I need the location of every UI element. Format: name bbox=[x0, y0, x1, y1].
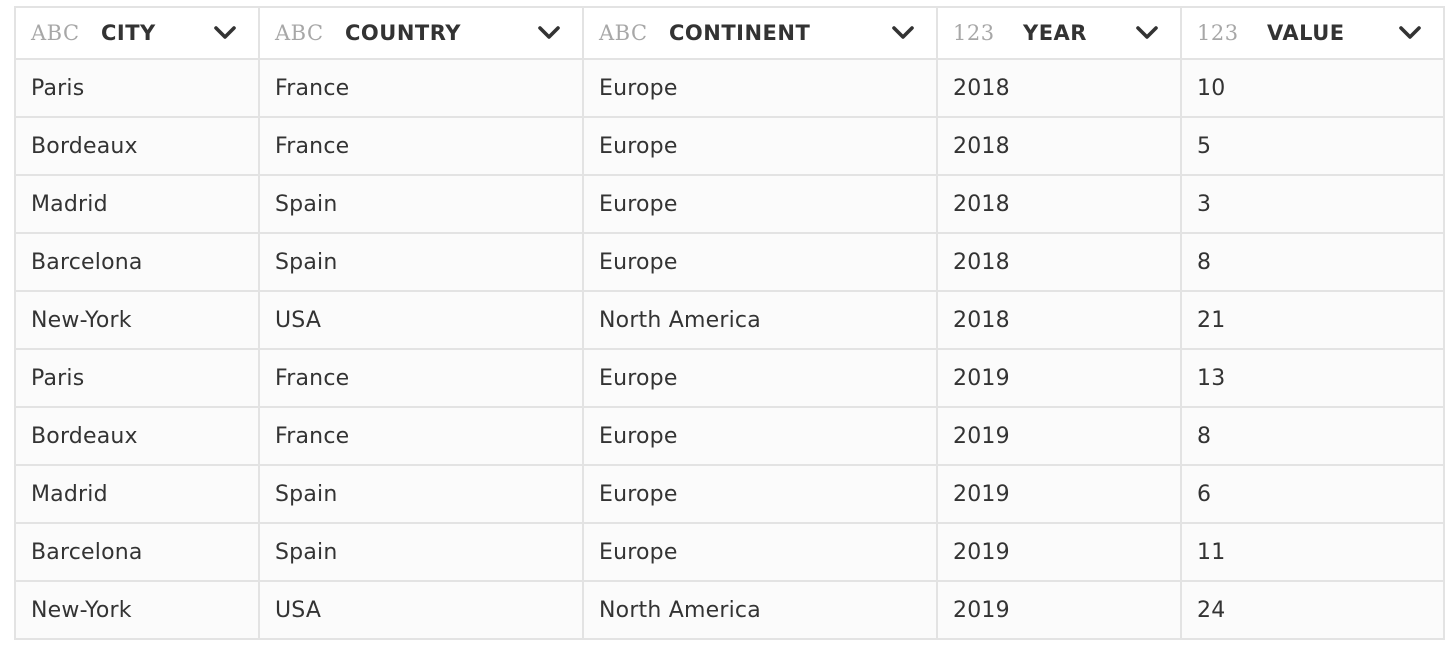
cell-continent: Europe bbox=[582, 174, 938, 234]
chevron-down-icon[interactable] bbox=[892, 26, 914, 40]
column-type-tag: ABC bbox=[275, 21, 324, 45]
column-type-tag: ABC bbox=[599, 21, 648, 45]
cell-continent: Europe bbox=[582, 522, 938, 582]
cell-city: Barcelona bbox=[14, 522, 260, 582]
cell-country: Spain bbox=[258, 522, 584, 582]
cell-value: 6 bbox=[1180, 464, 1445, 524]
cell-city: Madrid bbox=[14, 174, 260, 234]
column-type-tag: 123 bbox=[953, 21, 995, 45]
chevron-down-icon[interactable] bbox=[538, 26, 560, 40]
column-header-city: ABC CITY bbox=[14, 6, 260, 60]
cell-city: Paris bbox=[14, 58, 260, 118]
cell-country: France bbox=[258, 406, 584, 466]
cell-year: 2018 bbox=[936, 290, 1182, 350]
cell-country: France bbox=[258, 116, 584, 176]
chevron-down-icon[interactable] bbox=[1399, 26, 1421, 40]
cell-country: Spain bbox=[258, 174, 584, 234]
cell-continent: Europe bbox=[582, 464, 938, 524]
column-header-year: 123 YEAR bbox=[936, 6, 1182, 60]
table-row: Paris France Europe 2018 10 bbox=[14, 58, 1445, 118]
chevron-down-icon[interactable] bbox=[1136, 26, 1158, 40]
table-row: Barcelona Spain Europe 2019 11 bbox=[14, 522, 1445, 582]
column-name: COUNTRY bbox=[345, 21, 461, 45]
cell-value: 8 bbox=[1180, 406, 1445, 466]
column-name: CITY bbox=[101, 21, 156, 45]
table-row: Paris France Europe 2019 13 bbox=[14, 348, 1445, 408]
cell-country: Spain bbox=[258, 464, 584, 524]
header-row: ABC CITY ABC COUNTRY ABC CONTINENT bbox=[14, 6, 1445, 60]
cell-value: 21 bbox=[1180, 290, 1445, 350]
cell-city: Bordeaux bbox=[14, 406, 260, 466]
chevron-down-icon[interactable] bbox=[214, 26, 236, 40]
cell-value: 11 bbox=[1180, 522, 1445, 582]
cell-year: 2018 bbox=[936, 58, 1182, 118]
cell-country: France bbox=[258, 348, 584, 408]
cell-year: 2018 bbox=[936, 116, 1182, 176]
cell-country: Spain bbox=[258, 232, 584, 292]
cell-city: New-York bbox=[14, 580, 260, 640]
column-name: CONTINENT bbox=[669, 21, 811, 45]
cell-city: Paris bbox=[14, 348, 260, 408]
cell-value: 3 bbox=[1180, 174, 1445, 234]
cell-continent: Europe bbox=[582, 348, 938, 408]
cell-country: France bbox=[258, 58, 584, 118]
table-row: New-York USA North America 2019 24 bbox=[14, 580, 1445, 640]
cell-year: 2018 bbox=[936, 232, 1182, 292]
column-name: VALUE bbox=[1267, 21, 1345, 45]
table-row: Barcelona Spain Europe 2018 8 bbox=[14, 232, 1445, 292]
cell-city: Madrid bbox=[14, 464, 260, 524]
cell-value: 10 bbox=[1180, 58, 1445, 118]
cell-city: Bordeaux bbox=[14, 116, 260, 176]
cell-city: Barcelona bbox=[14, 232, 260, 292]
cell-country: USA bbox=[258, 580, 584, 640]
column-header-country: ABC COUNTRY bbox=[258, 6, 584, 60]
cell-country: USA bbox=[258, 290, 584, 350]
cell-year: 2019 bbox=[936, 348, 1182, 408]
table-row: New-York USA North America 2018 21 bbox=[14, 290, 1445, 350]
cell-year: 2019 bbox=[936, 580, 1182, 640]
cell-city: New-York bbox=[14, 290, 260, 350]
column-name: YEAR bbox=[1023, 21, 1087, 45]
data-table: ABC CITY ABC COUNTRY ABC CONTINENT bbox=[14, 6, 1445, 640]
table-header: ABC CITY ABC COUNTRY ABC CONTINENT bbox=[14, 6, 1445, 60]
cell-year: 2019 bbox=[936, 406, 1182, 466]
cell-continent: Europe bbox=[582, 58, 938, 118]
cell-continent: Europe bbox=[582, 406, 938, 466]
cell-value: 8 bbox=[1180, 232, 1445, 292]
cell-continent: Europe bbox=[582, 232, 938, 292]
table-row: Madrid Spain Europe 2019 6 bbox=[14, 464, 1445, 524]
column-type-tag: 123 bbox=[1197, 21, 1239, 45]
cell-year: 2018 bbox=[936, 174, 1182, 234]
table-body: Paris France Europe 2018 10 Bordeaux France Eur… bbox=[14, 58, 1445, 640]
cell-value: 5 bbox=[1180, 116, 1445, 176]
cell-year: 2019 bbox=[936, 464, 1182, 524]
cell-value: 13 bbox=[1180, 348, 1445, 408]
table-row: Bordeaux France Europe 2019 8 bbox=[14, 406, 1445, 466]
column-type-tag: ABC bbox=[31, 21, 80, 45]
table-row: Madrid Spain Europe 2018 3 bbox=[14, 174, 1445, 234]
table-row: Bordeaux France Europe 2018 5 bbox=[14, 116, 1445, 176]
cell-continent: Europe bbox=[582, 116, 938, 176]
cell-value: 24 bbox=[1180, 580, 1445, 640]
column-header-value: 123 VALUE bbox=[1180, 6, 1445, 60]
column-header-continent: ABC CONTINENT bbox=[582, 6, 938, 60]
cell-year: 2019 bbox=[936, 522, 1182, 582]
data-table-container: ABC CITY ABC COUNTRY ABC CONTINENT bbox=[14, 6, 1445, 640]
cell-continent: North America bbox=[582, 580, 938, 640]
cell-continent: North America bbox=[582, 290, 938, 350]
